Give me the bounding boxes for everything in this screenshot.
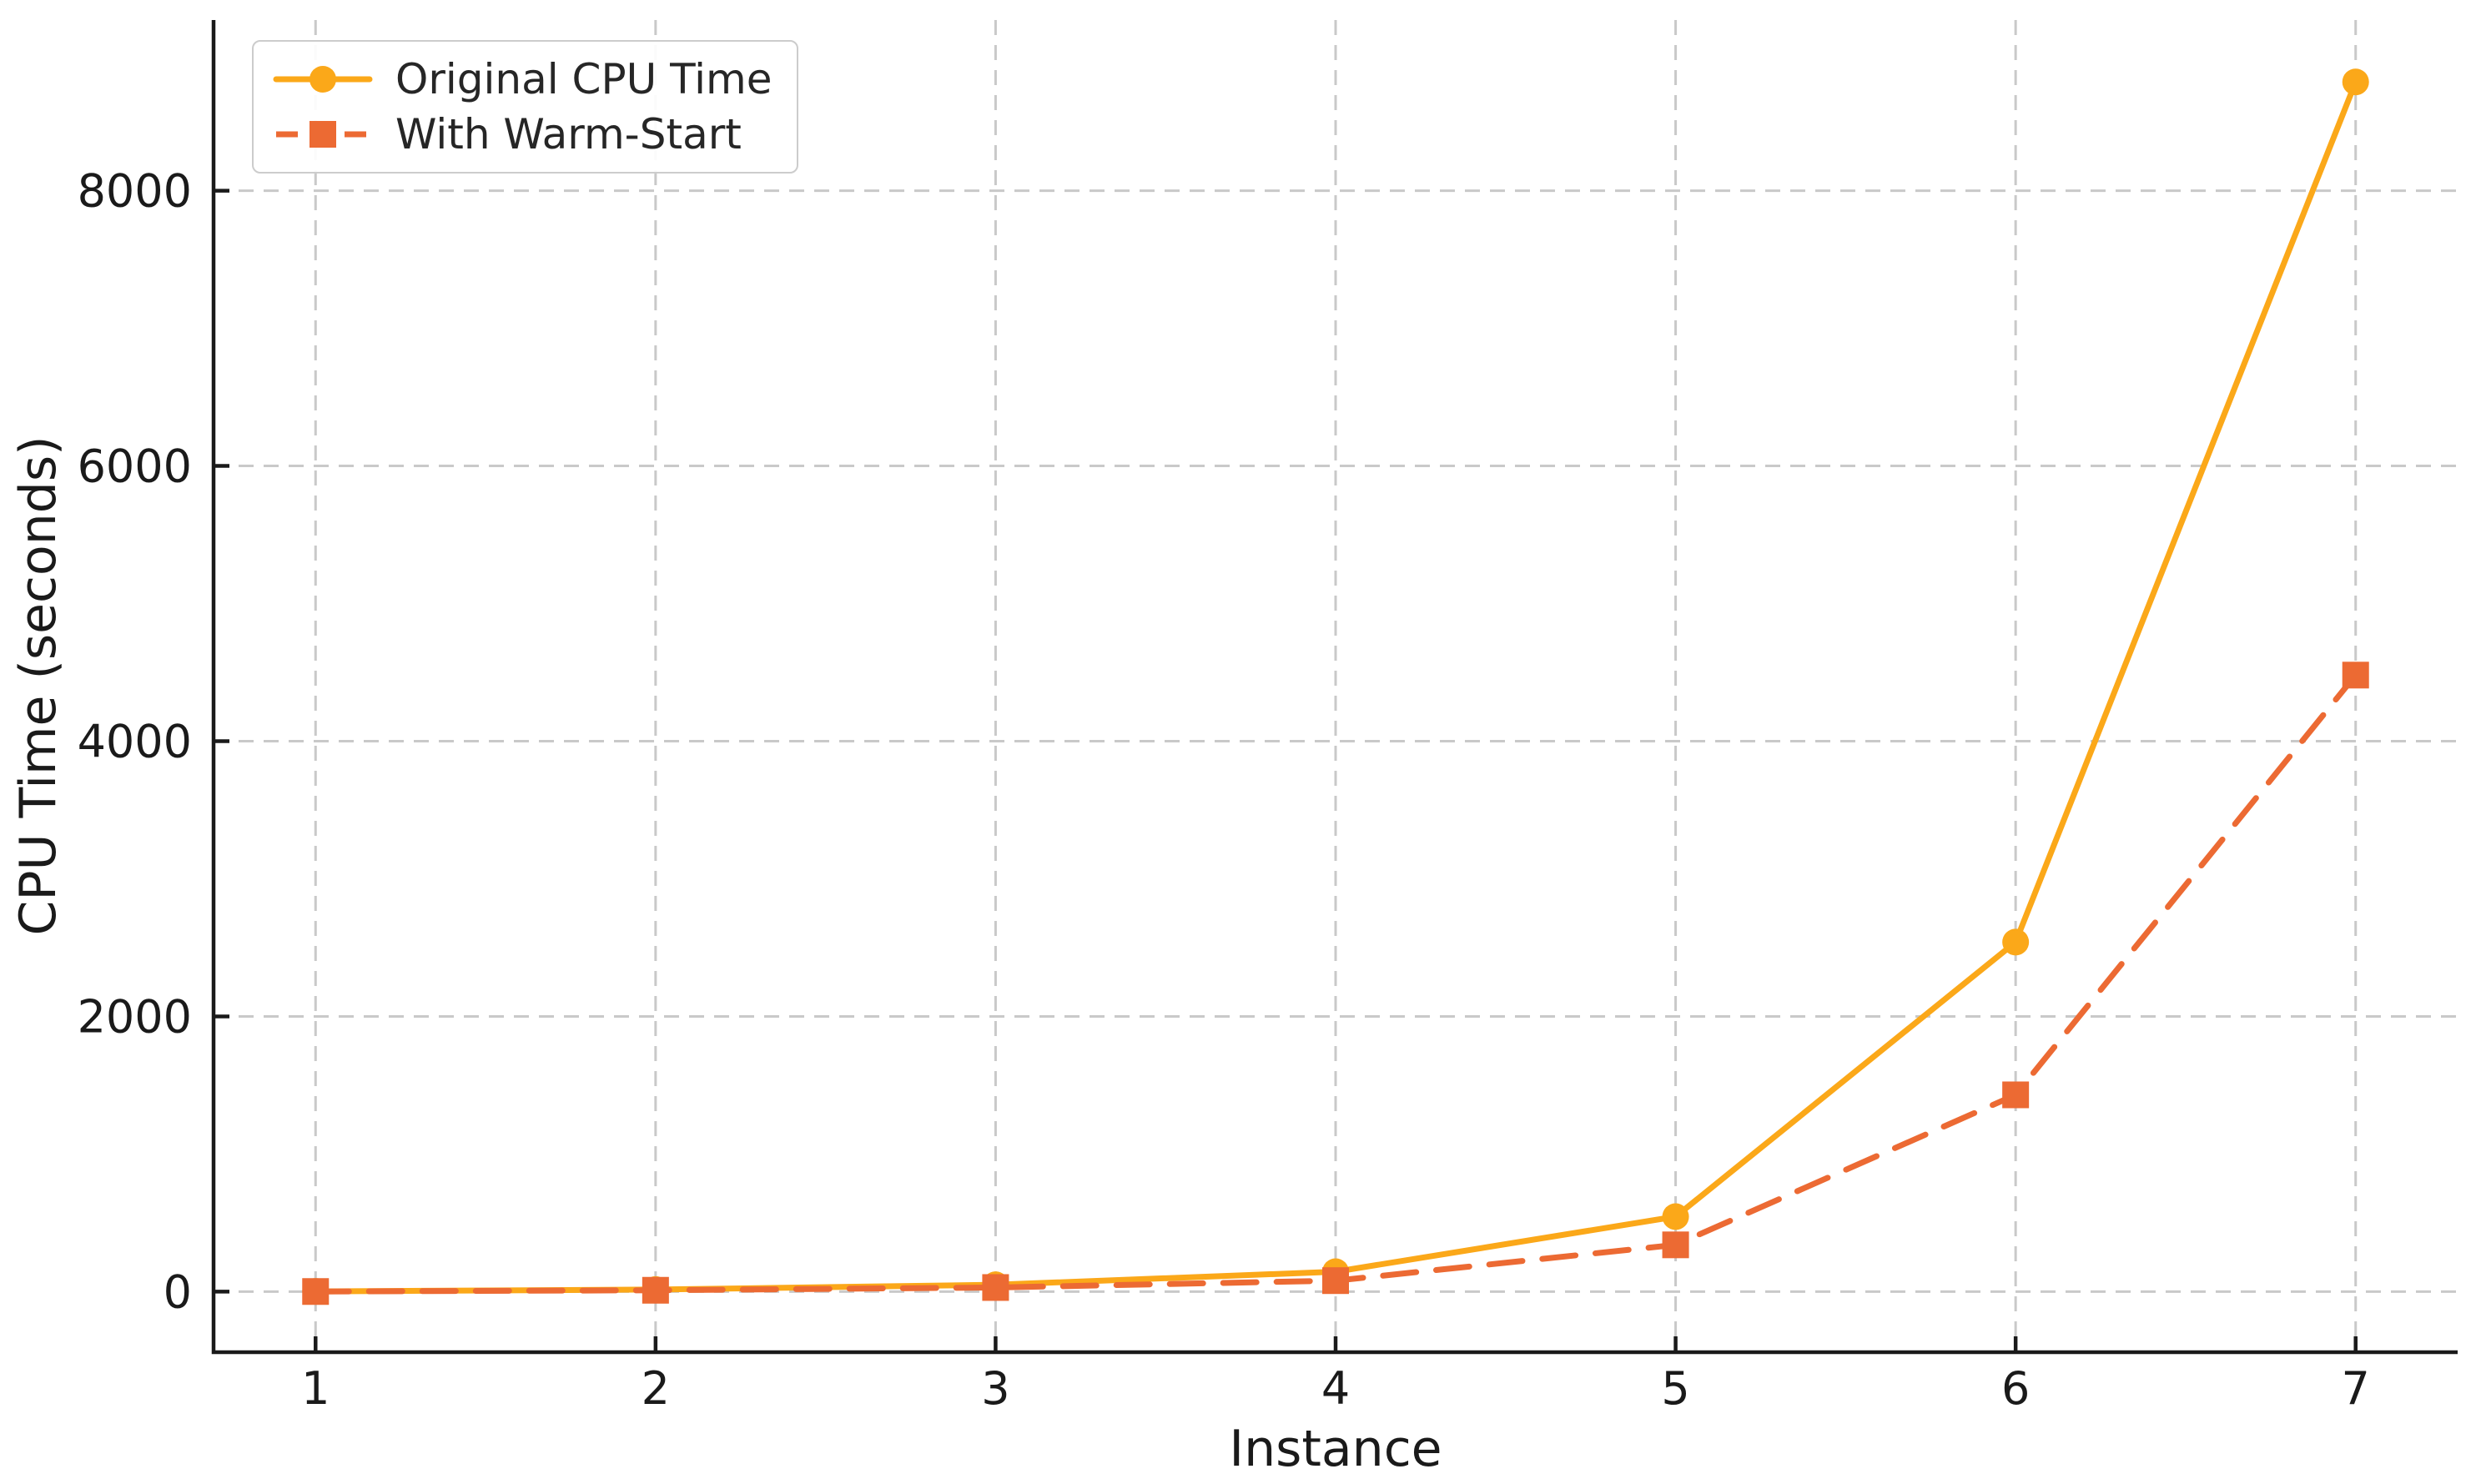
x-tick-label: 1 [301, 1362, 330, 1415]
x-tick-label: 6 [2001, 1362, 2030, 1415]
legend: Original CPU Time With Warm-Start [252, 40, 799, 174]
x-tick-label: 4 [1321, 1362, 1350, 1415]
data-point-square [302, 1278, 330, 1305]
data-point-square [642, 1276, 669, 1304]
y-tick-label: 2000 [78, 990, 192, 1043]
y-tick-label: 4000 [78, 715, 192, 767]
x-tick-label: 2 [642, 1362, 670, 1415]
legend-item-original-cpu-time: Original CPU Time [272, 55, 772, 103]
data-point-square [2342, 662, 2369, 689]
x-tick-label: 3 [981, 1362, 1009, 1415]
data-point-circle [2002, 928, 2030, 956]
data-point-square [1322, 1267, 1349, 1295]
legend-label-with-warm-start: With Warm-Start [395, 110, 742, 158]
y-tick-label: 0 [164, 1265, 192, 1318]
x-tick-label: 5 [1661, 1362, 1689, 1415]
x-axis-label: Instance [1229, 1420, 1442, 1478]
data-point-square [2002, 1081, 2030, 1109]
data-point-square [1662, 1231, 1689, 1259]
data-point-circle [2342, 68, 2369, 96]
y-tick-label: 6000 [78, 440, 192, 493]
legend-label-original-cpu-time: Original CPU Time [395, 55, 772, 103]
y-axis-label: CPU Time (seconds) [9, 435, 68, 936]
data-point-circle [1662, 1203, 1689, 1230]
data-point-square [982, 1274, 1009, 1301]
x-tick-label: 7 [2342, 1362, 2370, 1415]
legend-sample-dashed-line-square-icon [276, 121, 370, 148]
y-tick-label: 8000 [78, 165, 192, 218]
legend-sample-solid-line-circle-icon [273, 66, 373, 93]
legend-item-with-warm-start: With Warm-Start [272, 110, 772, 158]
